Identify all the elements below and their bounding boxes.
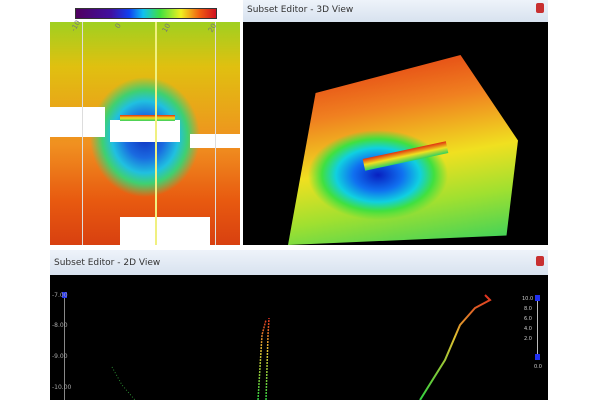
scale-label: 10.0 xyxy=(522,296,534,302)
3d-view-titlebar: Subset Editor - 3D View xyxy=(243,0,548,22)
close-icon[interactable] xyxy=(536,3,544,13)
y-tick: -7.00 xyxy=(52,292,68,299)
close-icon[interactable] xyxy=(536,256,544,266)
sounding-profile xyxy=(111,366,136,400)
scale-label: 2.0 xyxy=(524,336,532,342)
slider-handle-top[interactable] xyxy=(535,295,540,301)
2d-view-title: Subset Editor - 2D View xyxy=(54,258,161,268)
3d-view-panel[interactable]: Subset Editor - 3D View xyxy=(243,0,548,245)
y-tick: -10.00 xyxy=(52,384,72,391)
no-data-area xyxy=(110,120,180,142)
axis-handle[interactable] xyxy=(62,292,67,298)
no-data-area xyxy=(50,107,105,137)
grid-line xyxy=(215,22,216,245)
2d-view-titlebar: Subset Editor - 2D View xyxy=(50,250,548,275)
depth-colorbar xyxy=(75,8,217,19)
sounding-profile xyxy=(419,294,492,400)
y-tick: -9.00 xyxy=(52,353,68,360)
no-data-area xyxy=(120,217,210,245)
3d-surface[interactable] xyxy=(288,55,518,245)
scale-label: 8.0 xyxy=(524,306,532,312)
scale-label: 4.0 xyxy=(524,326,532,332)
scale-label: 6.0 xyxy=(524,316,532,322)
slider-handle-bottom[interactable] xyxy=(535,354,540,360)
range-slider[interactable] xyxy=(537,298,538,358)
2d-view-panel[interactable]: Subset Editor - 2D View -7.00 -8.00 -9.0… xyxy=(50,250,548,400)
wreck-feature xyxy=(362,141,449,171)
plan-view-panel[interactable]: -10 0 10 20 xyxy=(50,0,240,245)
y-tick: -8.00 xyxy=(52,322,68,329)
grid-line xyxy=(82,22,83,245)
y-axis xyxy=(64,294,65,400)
profile-plot[interactable] xyxy=(50,275,548,400)
3d-view-title: Subset Editor - 3D View xyxy=(247,5,354,15)
sounding-profile xyxy=(257,317,270,400)
scale-label: 0.0 xyxy=(534,364,542,370)
subset-line[interactable] xyxy=(155,22,157,245)
depth-map[interactable] xyxy=(50,22,240,245)
wreck-feature xyxy=(120,115,175,121)
